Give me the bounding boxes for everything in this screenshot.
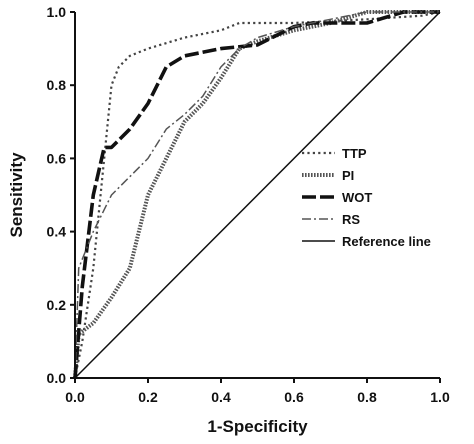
y-tick-label: 0.0 — [47, 370, 67, 386]
x-tick-label: 0.0 — [65, 389, 85, 405]
x-tick-label: 0.8 — [357, 389, 377, 405]
legend-label-2: WOT — [342, 190, 372, 205]
x-axis-title: 1-Specificity — [207, 417, 308, 436]
y-tick-label: 0.8 — [47, 77, 67, 93]
y-axis-title: Sensitivity — [7, 152, 26, 238]
legend-label-4: Reference line — [342, 234, 431, 249]
legend-label-3: RS — [342, 212, 360, 227]
y-tick-label: 0.6 — [47, 150, 67, 166]
legend-label-0: TTP — [342, 146, 367, 161]
x-tick-label: 1.0 — [430, 389, 450, 405]
series-line-3 — [74, 11, 440, 379]
legend: TTP PI WOT RS Reference line — [302, 146, 431, 249]
y-tick-label: 0.4 — [47, 224, 67, 240]
series-line-2 — [73, 10, 440, 379]
y-tick-label: 0.2 — [47, 297, 67, 313]
x-tick-label: 0.4 — [211, 389, 231, 405]
axes: 0.0 0.2 0.4 0.6 0.8 1.0 0.0 0.2 0.4 0.6 0.8 1.0 — [47, 4, 450, 405]
y-tick-label: 1.0 — [47, 4, 67, 20]
x-tick-label: 0.2 — [138, 389, 158, 405]
x-tick-label: 0.6 — [284, 389, 304, 405]
series-lines — [73, 10, 441, 379]
legend-label-1: PI — [342, 168, 354, 183]
series-line-1 — [73, 10, 440, 379]
series-line-4 — [74, 11, 441, 379]
